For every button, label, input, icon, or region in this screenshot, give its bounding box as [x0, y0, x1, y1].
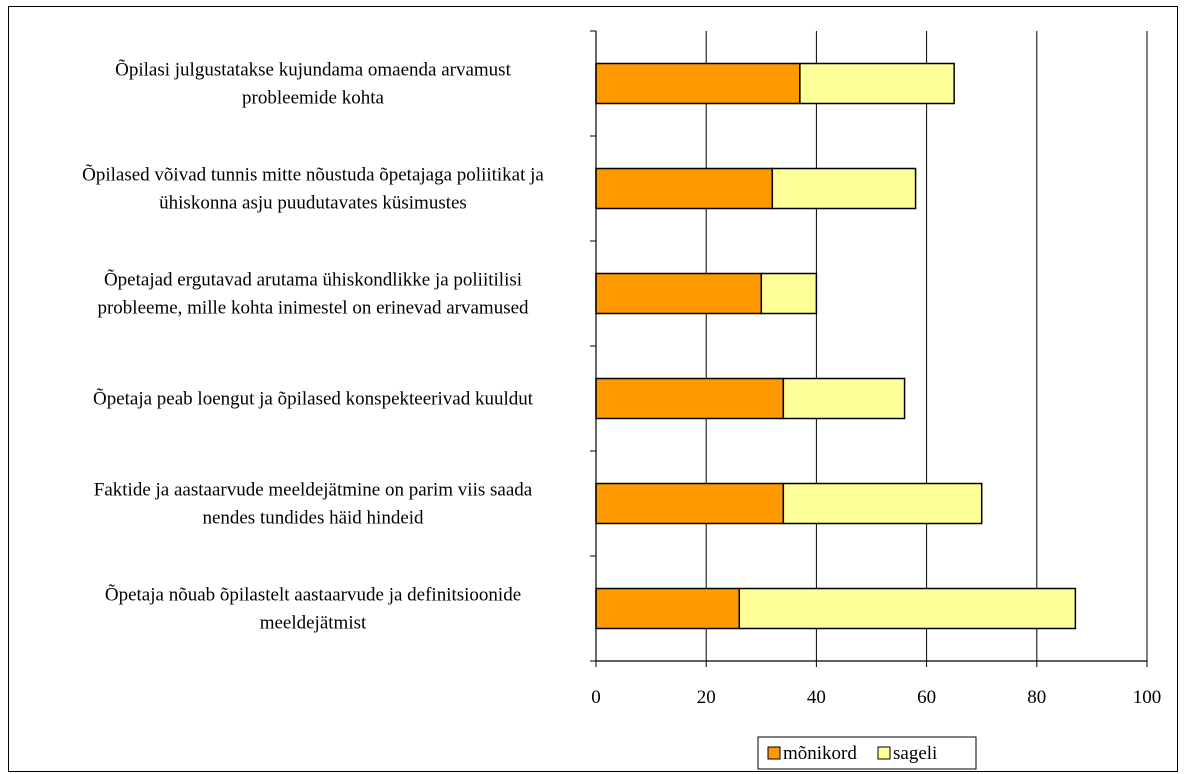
bar-series1: [595, 167, 774, 210]
category-label: Õpetaja nõuab õpilastelt aastaarvude ja …: [105, 584, 521, 606]
category-label: Õpilased võivad tunnis mitte nõustuda õp…: [82, 164, 544, 186]
legend-label: sageli: [893, 743, 937, 764]
category-label: probleemide kohta: [242, 88, 384, 109]
category-label: Õpetaja peab loengut ja õpilased konspek…: [93, 388, 534, 410]
x-tick-label: 20: [697, 687, 716, 708]
category-label: Õpetajad ergutavad arutama ühiskondlikke…: [104, 269, 522, 291]
bar-series2: [760, 272, 818, 315]
x-tick-label: 40: [807, 687, 826, 708]
bar-series2: [782, 377, 906, 420]
category-label: Õpilasi julgustatakse kujundama omaenda …: [115, 59, 511, 81]
bar-series2: [782, 482, 983, 525]
bar-series1: [595, 482, 785, 525]
legend-box: [757, 736, 977, 770]
bar-series1: [595, 587, 741, 630]
category-label: Faktide ja aastaarvude meeldejätmine on …: [94, 480, 533, 501]
bar-series1: [595, 272, 763, 315]
bar-series2: [799, 62, 955, 105]
category-label: meeldejätmist: [260, 613, 367, 634]
bar-series1: [595, 62, 801, 105]
category-label: ühiskonna asju puudutavates küsimustes: [159, 193, 467, 214]
legend-swatch: [877, 746, 891, 760]
x-tick-label: 0: [591, 687, 601, 708]
chart-frame: [8, 6, 1178, 772]
x-tick-label: 100: [1133, 687, 1162, 708]
bar-series2: [771, 167, 917, 210]
category-label: nendes tundides häid hindeid: [202, 508, 424, 529]
legend-label: mõnikord: [783, 743, 857, 764]
x-tick-label: 60: [917, 687, 936, 708]
category-label: probleeme, mille kohta inimestel on erin…: [97, 298, 529, 319]
bar-series2: [738, 587, 1077, 630]
bar-series1: [595, 377, 785, 420]
legend-swatch: [767, 746, 781, 760]
x-tick-label: 80: [1027, 687, 1046, 708]
